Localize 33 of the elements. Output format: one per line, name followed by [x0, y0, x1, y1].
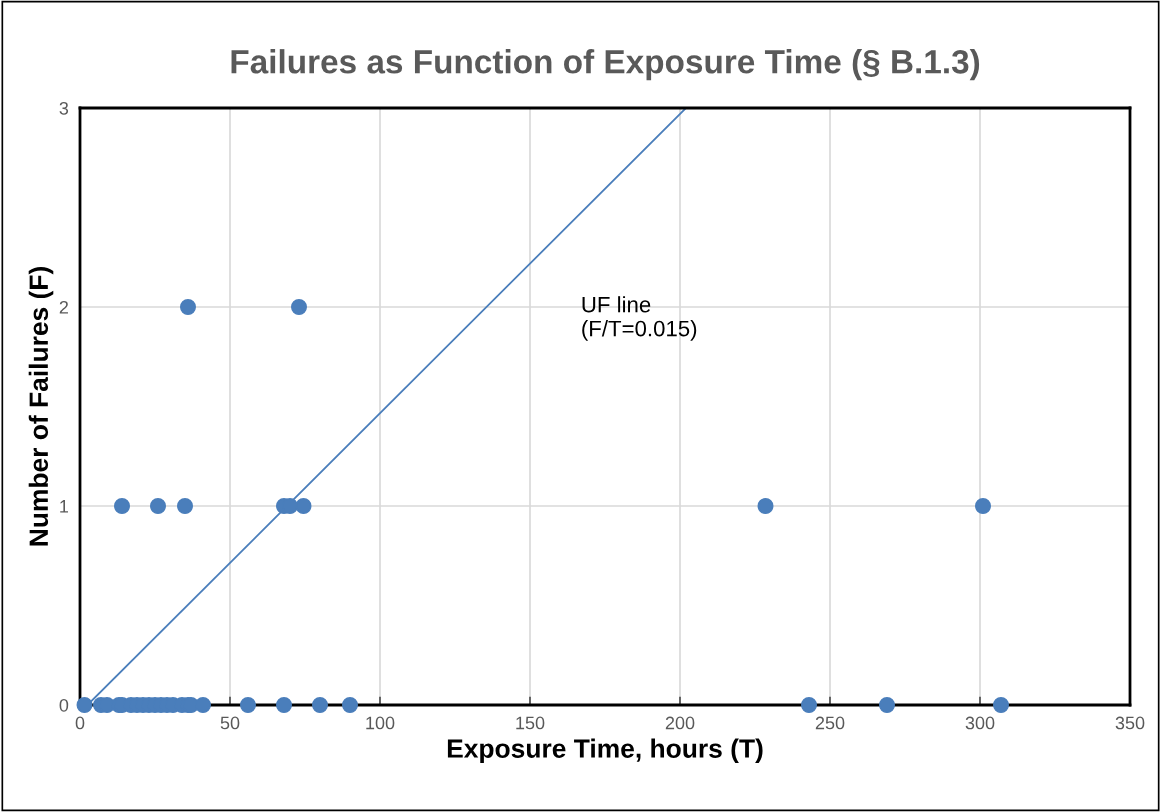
chart-title: Failures as Function of Exposure Time (§ B.1.3): [231, 49, 980, 81]
point: [76, 697, 93, 713]
x-tick-label: 200: [665, 716, 695, 730]
y-tick-label: 1: [60, 500, 69, 513]
point: [975, 498, 991, 514]
point: [801, 697, 817, 713]
point: [993, 697, 1009, 713]
point: [177, 498, 193, 514]
point: [180, 299, 196, 315]
x-axis-title: Exposure Time, hours (T): [447, 738, 763, 764]
annotation: UF line (F/T=0.015): [582, 296, 697, 341]
point: [879, 697, 895, 713]
y-tick-label: 0: [59, 698, 69, 712]
point: [342, 697, 358, 713]
point: [150, 498, 166, 514]
x-tick-label: 150: [516, 716, 545, 730]
x-tick-label: 250: [815, 716, 845, 730]
x-tick-label: 0: [75, 716, 85, 730]
point: [312, 697, 328, 713]
point: [276, 697, 292, 713]
point: [757, 498, 774, 514]
point: [114, 498, 130, 514]
point: [295, 498, 312, 514]
x-tick-label: 100: [366, 716, 395, 730]
y-tick-label: 2: [59, 300, 68, 314]
x-tick-label: 300: [965, 716, 995, 730]
x-tick-label: 350: [1115, 716, 1145, 730]
point: [240, 697, 256, 713]
y-tick-label: 3: [59, 101, 69, 115]
y-axis-title: Number of Failures (F): [28, 267, 54, 546]
x-tick-label: 50: [220, 716, 240, 730]
point: [195, 697, 211, 713]
point: [291, 299, 307, 315]
